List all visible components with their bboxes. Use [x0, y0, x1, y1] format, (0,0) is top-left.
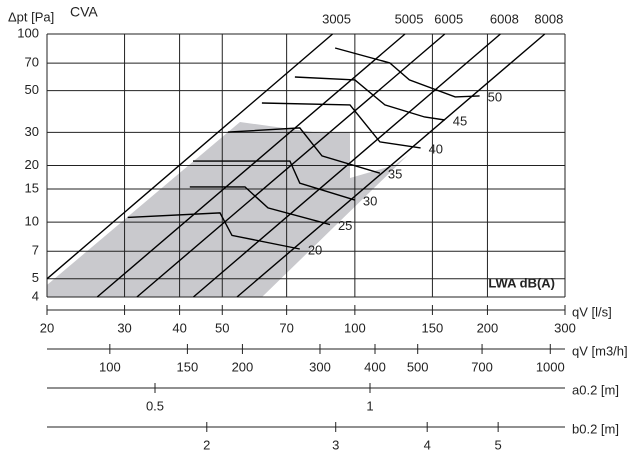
noise-contour	[193, 160, 356, 201]
contour-label: 30	[363, 194, 377, 209]
contour-label: 25	[338, 218, 352, 233]
noise-contour	[294, 76, 445, 121]
secondary-tick-label: 150	[177, 359, 199, 374]
secondary-tick-label: 3	[332, 437, 339, 452]
contour-label: 40	[429, 141, 443, 156]
model-line	[136, 33, 446, 298]
contour-label: 45	[453, 113, 467, 128]
secondary-tick-label: 2	[203, 437, 210, 452]
x-tick-label: 20	[40, 320, 54, 335]
noise-contour	[334, 47, 480, 98]
series-label: 3005	[322, 11, 351, 26]
series-label: 6008	[490, 11, 519, 26]
secondary-axis-label: qV [m3/h]	[572, 343, 628, 358]
y-axis-label: Δpt [Pa]	[8, 9, 54, 24]
secondary-tick-label: 0.5	[146, 398, 164, 413]
secondary-tick-label: 1000	[536, 359, 565, 374]
x-tick-label: 300	[554, 320, 576, 335]
y-tick-label: 30	[25, 124, 39, 139]
secondary-tick-label: 700	[471, 359, 493, 374]
model-line	[236, 33, 546, 298]
x-tick-label: 150	[422, 320, 444, 335]
x-tick-label: 200	[477, 320, 499, 335]
annotation: LWA dB(A)	[488, 275, 555, 290]
noise-contour	[189, 186, 331, 226]
x-tick-label: 50	[215, 320, 229, 335]
chart-title: CVA	[70, 4, 98, 20]
noise-contour	[227, 127, 381, 174]
x-axis-label: qV [l/s]	[572, 304, 612, 319]
secondary-tick-label: 5	[495, 437, 502, 452]
x-tick-label: 100	[344, 320, 366, 335]
x-tick-label: 40	[172, 320, 186, 335]
secondary-tick-label: 300	[309, 359, 331, 374]
model-line	[192, 33, 501, 298]
y-tick-label: 20	[25, 157, 39, 172]
series-label: 6005	[434, 11, 463, 26]
noise-contour	[127, 212, 300, 250]
secondary-tick-label: 400	[364, 359, 386, 374]
secondary-tick-label: 500	[407, 359, 429, 374]
secondary-axis-label: b0.2 [m]	[572, 421, 619, 436]
series-label: 5005	[395, 11, 424, 26]
secondary-tick-label: 200	[232, 359, 254, 374]
model-line	[46, 33, 334, 280]
y-tick-label: 7	[32, 243, 39, 258]
contour-label: 50	[488, 89, 502, 104]
secondary-tick-label: 4	[424, 437, 431, 452]
x-tick-label: 30	[117, 320, 131, 335]
noise-contour	[261, 102, 421, 149]
y-tick-label: 50	[25, 82, 39, 97]
y-tick-label: 15	[25, 180, 39, 195]
x-tick-label: 70	[279, 320, 293, 335]
y-tick-label: 4	[32, 288, 39, 303]
y-tick-label: 70	[25, 55, 39, 70]
contour-label: 20	[308, 242, 322, 257]
valid-region	[47, 122, 408, 297]
contour-label: 35	[388, 167, 402, 182]
series-label: 8008	[534, 11, 563, 26]
y-tick-label: 5	[32, 270, 39, 285]
y-tick-label: 10	[25, 214, 39, 229]
secondary-tick-label: 100	[99, 359, 121, 374]
secondary-tick-label: 1	[366, 398, 373, 413]
y-tick-label: 100	[17, 25, 39, 40]
model-line	[96, 33, 406, 298]
secondary-axis-label: a0.2 [m]	[572, 382, 619, 397]
